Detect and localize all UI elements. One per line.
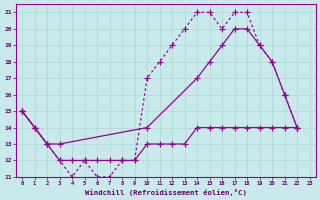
X-axis label: Windchill (Refroidissement éolien,°C): Windchill (Refroidissement éolien,°C): [85, 189, 247, 196]
